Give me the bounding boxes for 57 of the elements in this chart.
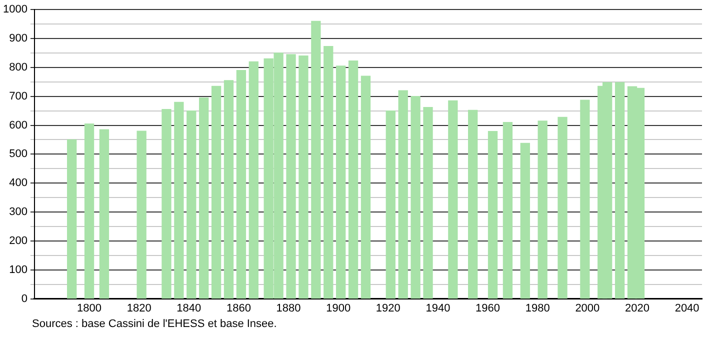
y-tick-label: 1000	[2, 4, 28, 16]
x-tick-label: 1820	[126, 302, 152, 314]
y-tick-label: 0	[21, 292, 28, 305]
bar	[348, 60, 358, 299]
bar	[99, 129, 110, 299]
bar	[84, 124, 94, 299]
bar	[520, 142, 530, 299]
bar	[236, 70, 246, 299]
source-note: Sources : base Cassini de l'EHESS et base Insee.	[32, 318, 277, 330]
bar	[298, 56, 308, 299]
bar	[398, 90, 408, 299]
bar	[162, 109, 172, 299]
bar	[468, 110, 478, 299]
x-tick-label: 1800	[77, 302, 102, 314]
bar	[336, 66, 346, 299]
bar	[386, 110, 396, 299]
bar	[174, 102, 184, 299]
bar	[199, 97, 209, 299]
x-tick-label: 2020	[624, 302, 650, 314]
bar	[502, 122, 513, 299]
y-tick-label: 100	[9, 264, 28, 276]
bar	[448, 100, 458, 299]
x-tick-label: 2000	[575, 302, 600, 314]
y-tick-label: 500	[9, 148, 28, 160]
bar	[311, 20, 321, 299]
y-tick-label: 400	[9, 177, 28, 190]
y-tick-label: 700	[9, 90, 28, 102]
bar	[211, 86, 222, 299]
bar	[136, 130, 146, 299]
x-tick-label: 1880	[276, 302, 301, 314]
y-tick-label: 600	[9, 119, 28, 132]
y-tick-label: 300	[9, 206, 28, 218]
bar	[248, 61, 258, 299]
bar	[324, 46, 334, 299]
bar	[488, 131, 498, 299]
y-tick-label: 900	[9, 32, 28, 45]
x-tick-label: 1960	[476, 302, 500, 314]
y-tick-label: 800	[9, 61, 28, 74]
bar	[614, 82, 625, 299]
bar	[558, 116, 568, 299]
bar	[67, 139, 77, 299]
x-tick-label: 1940	[426, 302, 450, 314]
bar	[410, 96, 420, 299]
bar	[580, 100, 590, 299]
x-tick-label: 1900	[326, 302, 351, 314]
x-tick-label: 1860	[226, 302, 251, 314]
x-tick-label: 2040	[674, 302, 700, 314]
x-tick-label: 1920	[376, 302, 400, 314]
bar	[360, 76, 371, 299]
bar	[286, 54, 296, 299]
bar	[538, 120, 548, 299]
y-tick-label: 200	[9, 234, 28, 247]
bar	[423, 107, 433, 299]
bar	[224, 80, 234, 299]
x-tick-label: 1840	[176, 302, 202, 314]
bar	[186, 110, 196, 299]
x-tick-label: 1980	[525, 302, 550, 314]
